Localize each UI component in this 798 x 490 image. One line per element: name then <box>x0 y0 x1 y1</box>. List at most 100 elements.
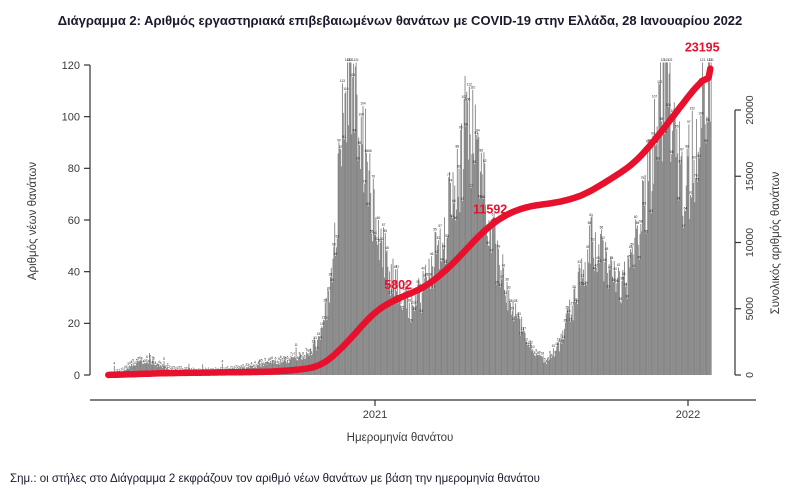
svg-text:3: 3 <box>127 362 129 366</box>
svg-text:34: 34 <box>582 282 586 286</box>
svg-text:5: 5 <box>163 357 165 361</box>
svg-text:107: 107 <box>462 95 468 99</box>
svg-text:5: 5 <box>269 357 271 361</box>
svg-text:2: 2 <box>180 366 182 370</box>
svg-text:6: 6 <box>547 356 549 360</box>
svg-text:2: 2 <box>215 367 217 371</box>
svg-text:6: 6 <box>275 356 277 360</box>
annotation-5802: 5802 <box>384 278 412 302</box>
svg-text:88: 88 <box>456 145 460 149</box>
svg-text:64: 64 <box>684 207 688 211</box>
svg-text:7: 7 <box>551 354 553 358</box>
svg-text:52: 52 <box>591 238 595 242</box>
svg-text:121: 121 <box>353 58 359 62</box>
svg-text:14: 14 <box>318 336 322 340</box>
svg-text:58: 58 <box>639 220 643 224</box>
svg-text:1: 1 <box>192 367 194 371</box>
svg-text:57: 57 <box>682 224 686 228</box>
svg-text:6: 6 <box>271 356 273 360</box>
svg-text:52: 52 <box>375 237 379 241</box>
svg-text:5: 5 <box>268 358 270 362</box>
svg-text:27: 27 <box>570 301 574 305</box>
svg-text:96: 96 <box>464 122 468 126</box>
svg-text:52: 52 <box>601 236 605 240</box>
svg-text:6: 6 <box>141 356 143 360</box>
svg-text:24: 24 <box>420 309 424 313</box>
svg-text:33: 33 <box>606 284 610 288</box>
svg-text:115: 115 <box>350 73 355 77</box>
svg-text:82: 82 <box>473 160 477 164</box>
svg-text:4: 4 <box>143 360 145 364</box>
svg-text:0: 0 <box>74 370 80 382</box>
svg-text:2: 2 <box>227 366 229 370</box>
svg-text:60: 60 <box>454 216 458 220</box>
svg-text:4: 4 <box>251 362 253 366</box>
svg-text:121: 121 <box>347 58 353 62</box>
svg-text:121: 121 <box>660 58 666 62</box>
svg-text:11: 11 <box>555 342 559 346</box>
svg-text:21: 21 <box>512 317 516 321</box>
svg-text:2: 2 <box>168 365 170 369</box>
svg-text:83: 83 <box>356 157 360 161</box>
svg-text:28: 28 <box>509 299 513 303</box>
svg-text:89: 89 <box>358 141 362 145</box>
svg-text:68: 68 <box>677 196 681 200</box>
svg-text:7: 7 <box>290 352 292 356</box>
svg-text:49: 49 <box>497 244 501 248</box>
annotation-11592: 11592 <box>473 202 507 225</box>
svg-text:36: 36 <box>330 278 334 282</box>
svg-text:2: 2 <box>239 365 241 369</box>
svg-text:93: 93 <box>474 131 478 135</box>
svg-text:58: 58 <box>636 221 640 225</box>
svg-text:41: 41 <box>502 264 506 268</box>
svg-text:38: 38 <box>425 273 429 277</box>
svg-text:3: 3 <box>263 362 265 366</box>
svg-text:32: 32 <box>390 289 394 293</box>
svg-text:6: 6 <box>300 355 302 359</box>
svg-text:104: 104 <box>666 103 672 107</box>
svg-text:12: 12 <box>558 339 562 343</box>
svg-text:4: 4 <box>257 361 259 365</box>
svg-text:55: 55 <box>384 229 388 233</box>
svg-text:3: 3 <box>242 363 244 367</box>
svg-text:1: 1 <box>189 367 191 371</box>
svg-text:4: 4 <box>254 360 256 364</box>
svg-text:77: 77 <box>447 173 451 177</box>
svg-text:6: 6 <box>280 355 282 359</box>
svg-text:2021: 2021 <box>363 409 387 421</box>
svg-text:34: 34 <box>498 283 502 287</box>
svg-text:1: 1 <box>208 367 210 371</box>
svg-text:121: 121 <box>345 58 351 62</box>
svg-text:2: 2 <box>244 366 246 370</box>
svg-text:70: 70 <box>689 191 693 195</box>
svg-text:2: 2 <box>230 365 232 369</box>
svg-text:87: 87 <box>339 145 343 149</box>
svg-text:55: 55 <box>433 227 437 231</box>
svg-text:4: 4 <box>134 361 136 365</box>
y-right-axis-title: Συνολικός αριθμός θανάτων <box>770 171 782 314</box>
svg-text:36: 36 <box>615 279 619 283</box>
svg-text:35: 35 <box>392 280 396 284</box>
svg-text:50: 50 <box>630 242 634 246</box>
svg-text:3: 3 <box>256 364 258 368</box>
svg-text:27: 27 <box>414 301 418 305</box>
svg-text:35: 35 <box>495 280 499 284</box>
svg-text:3: 3 <box>245 363 247 367</box>
svg-text:38: 38 <box>428 272 432 276</box>
svg-text:63: 63 <box>649 209 653 213</box>
svg-text:25: 25 <box>413 307 417 311</box>
svg-text:3: 3 <box>252 364 254 368</box>
svg-text:5: 5 <box>144 359 146 363</box>
svg-text:74: 74 <box>363 179 367 183</box>
svg-text:33: 33 <box>432 284 436 288</box>
svg-text:37: 37 <box>500 275 504 279</box>
cumulative-line-layer <box>105 65 714 379</box>
svg-text:7: 7 <box>293 352 295 356</box>
svg-text:90: 90 <box>648 139 652 143</box>
svg-text:107: 107 <box>652 95 658 99</box>
svg-text:45: 45 <box>596 256 600 260</box>
svg-text:37: 37 <box>581 274 585 278</box>
svg-text:2: 2 <box>220 367 222 371</box>
svg-text:7: 7 <box>540 352 542 356</box>
